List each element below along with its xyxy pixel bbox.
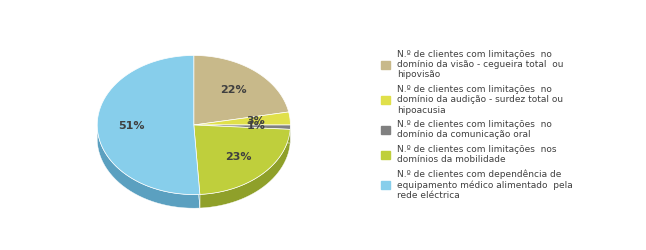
Polygon shape <box>194 125 290 143</box>
Polygon shape <box>97 56 200 194</box>
Polygon shape <box>194 125 291 129</box>
Polygon shape <box>194 125 290 143</box>
Polygon shape <box>194 125 200 208</box>
Text: 23%: 23% <box>225 152 251 162</box>
Polygon shape <box>194 125 291 139</box>
Text: 3%: 3% <box>247 116 266 126</box>
Polygon shape <box>97 126 200 208</box>
Polygon shape <box>194 125 291 139</box>
Polygon shape <box>194 125 200 208</box>
Text: 51%: 51% <box>118 122 145 132</box>
Polygon shape <box>194 112 291 125</box>
Legend: N.º de clientes com limitações  no
domínio da visão - cegueira total  ou
hipovis: N.º de clientes com limitações no domíni… <box>379 48 575 202</box>
Polygon shape <box>194 56 289 125</box>
Text: 22%: 22% <box>220 85 247 95</box>
Text: 1%: 1% <box>247 122 266 132</box>
Polygon shape <box>194 125 290 194</box>
Polygon shape <box>200 129 290 208</box>
